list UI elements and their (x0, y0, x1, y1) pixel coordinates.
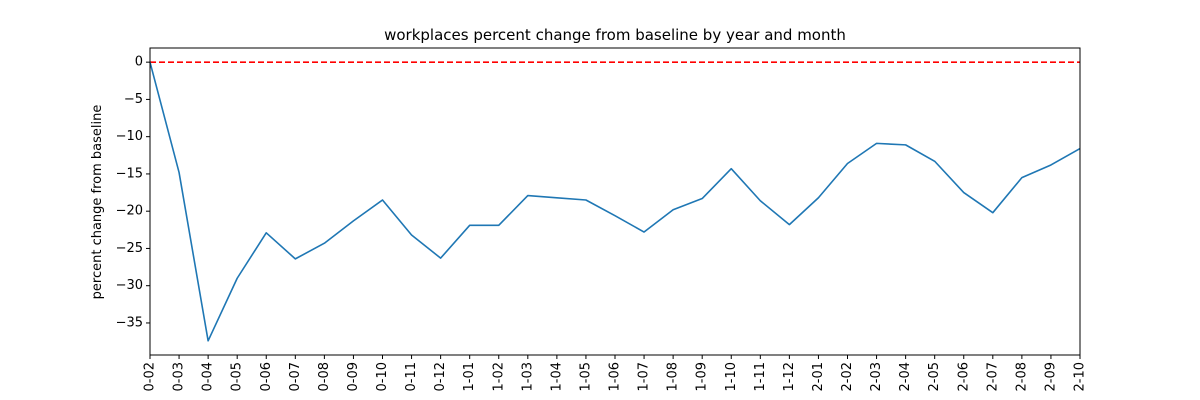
x-tick-label: 1-07 (637, 362, 652, 392)
plot-area (149, 61, 1081, 342)
x-tick-label: 1-03 (520, 362, 535, 392)
y-tick-label: −35 (116, 315, 143, 330)
x-tick-label: 0-08 (317, 362, 332, 392)
series-line (149, 61, 1081, 342)
x-tick-label: 2-07 (985, 362, 1000, 392)
x-tick-label: 2-10 (1073, 362, 1088, 392)
x-tick-label: 1-10 (724, 362, 739, 392)
x-tick-label: 0-07 (288, 362, 303, 392)
x-tick-label: 1-01 (462, 362, 477, 392)
x-tick-label: 1-04 (549, 362, 564, 392)
chart-title: workplaces percent change from baseline … (384, 26, 846, 44)
x-tick-label: 0-02 (143, 362, 158, 392)
x-tick-label: 1-11 (753, 362, 768, 392)
x-axis: 0-02 0-03 0-04 0-05 0-06 0-07 0-08 0-09 0-10 0-11… (143, 355, 1088, 392)
x-tick-label: 0-12 (433, 362, 448, 392)
y-axis: 0 −5 −10 −15 −20 −25 −30 −35 (116, 55, 150, 330)
x-tick-label: 2-06 (956, 362, 971, 392)
y-tick-label: −20 (116, 204, 143, 219)
y-axis-title: percent change from baseline (90, 105, 105, 300)
x-tick-label: 2-03 (869, 362, 884, 392)
x-tick-label: 1-06 (608, 362, 623, 392)
x-tick-label: 2-02 (840, 362, 855, 392)
x-tick-label: 2-09 (1043, 362, 1058, 392)
y-tick-label: −30 (116, 278, 143, 293)
x-tick-label: 1-12 (782, 362, 797, 392)
x-tick-label: 0-04 (201, 362, 216, 392)
x-tick-label: 1-05 (578, 362, 593, 392)
x-tick-label: 2-04 (898, 362, 913, 392)
x-tick-label: 1-09 (695, 362, 710, 392)
y-tick-label: −10 (116, 129, 143, 144)
plot-frame (149, 47, 1081, 356)
y-tick-label: −25 (116, 241, 143, 256)
y-tick-label: −15 (116, 166, 143, 181)
x-tick-label: 0-10 (375, 362, 390, 392)
x-tick-label: 2-05 (927, 362, 942, 392)
y-tick-label: 0 (135, 55, 143, 70)
x-tick-label: 0-03 (172, 362, 187, 392)
x-tick-label: 0-11 (404, 362, 419, 392)
x-tick-label: 0-05 (230, 362, 245, 392)
x-tick-label: 1-08 (666, 362, 681, 392)
x-tick-label: 1-02 (491, 362, 506, 392)
x-tick-label: 0-06 (259, 362, 274, 392)
x-tick-label: 0-09 (346, 362, 361, 392)
y-tick-label: −5 (124, 92, 143, 107)
x-tick-label: 2-01 (811, 362, 826, 392)
x-tick-label: 2-08 (1014, 362, 1029, 392)
